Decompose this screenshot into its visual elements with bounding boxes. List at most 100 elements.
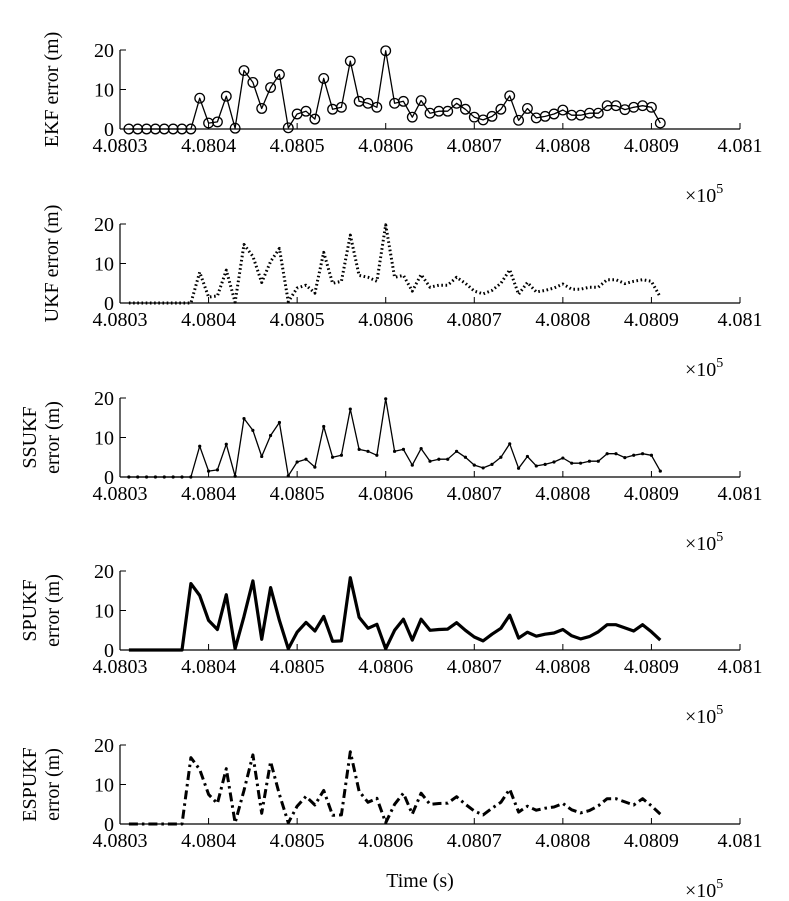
ssukf-panel-x-tick-label-5: 4.0808 [535,483,590,505]
ssukf-panel-point-40 [481,466,485,470]
ssukf-panel-point-54 [605,452,609,456]
espukf-panel-x-tick-label-2: 4.0805 [270,830,325,852]
ekf-panel-x-tick-label-5: 4.0808 [535,135,590,157]
spukf-panel-y-label-0: SPUKF [19,579,41,641]
ssukf-panel-x-tick-label-2: 4.0805 [270,483,325,505]
spukf-panel-y-label-1: error (m) [42,574,64,647]
ekf-panel-point-43 [504,90,516,102]
ssukf-panel-point-25 [348,407,352,411]
ekf-panel-point-49 [557,104,569,116]
ssukf-panel-point-46 [534,464,538,468]
ssukf-panel-x-multiplier: ×105 [685,530,723,555]
spukf-panel-y-tick-label-1: 10 [94,601,114,623]
ekf-panel-x-multiplier: ×105 [685,182,723,207]
ekf-panel-point-37 [451,97,463,109]
ukf-panel-x-tick-label-7: 4.081 [718,309,763,331]
espukf-panel-y-label-0: ESPUKF [19,747,41,821]
ssukf-panel-point-27 [366,449,370,453]
ssukf-panel-point-49 [561,456,565,460]
ssukf-panel-point-33 [419,446,423,451]
ekf-panel-x-tick-label-1: 4.0804 [181,135,236,157]
ssukf-panel-point-13 [242,416,246,421]
ekf-panel-point-25 [344,55,356,67]
ukf-panel-x-multiplier: ×105 [685,356,723,381]
spukf-panel-y-tick-label-2: 20 [94,561,114,583]
ekf-panel-point-3 [149,123,161,135]
ssukf-panel-x-tick-label-4: 4.0807 [447,483,502,505]
ekf-panel-point-15 [256,103,268,114]
ekf-panel-point-4 [158,123,170,135]
ssukf-panel-point-36 [446,457,450,461]
spukf-panel-x-tick-label-6: 4.0809 [624,656,679,678]
ssukf-panel-point-3 [153,475,158,479]
ukf-panel: 0 10 20 4.0803 4.0804 4.0805 4.0806 4.0807 4.080… [41,205,763,381]
ssukf-panel-point-1 [136,475,140,479]
ssukf-panel-point-44 [516,466,521,470]
ssukf-panel-point-4 [162,475,166,479]
ekf-panel-point-2 [141,123,153,135]
ssukf-panel: 0 10 20 4.0803 4.0804 4.0805 4.0806 4.0807 4.080… [19,388,763,555]
ssukf-panel-point-0 [127,475,131,479]
ekf-panel-point-52 [583,107,595,119]
ssukf-panel-point-17 [277,420,282,425]
ssukf-panel-point-52 [587,459,592,463]
spukf-panel: 0 10 20 4.0803 4.0804 4.0805 4.0806 4.0807 4.080… [19,561,763,728]
ekf-panel-point-22 [318,72,330,84]
ekf-panel-x-tick-label-4: 4.0807 [447,135,502,157]
ekf-panel-point-12 [229,122,241,134]
ssukf-panel-point-26 [357,447,361,451]
ssukf-panel-point-24 [339,453,344,457]
ssukf-panel-point-43 [508,442,512,446]
espukf-panel-x-tick-label-5: 4.0808 [535,830,590,852]
ssukf-panel-point-20 [304,457,308,461]
spukf-panel-x-multiplier: ×105 [685,703,723,728]
ssukf-panel-y-tick-label-2: 20 [94,388,114,410]
ukf-panel-x-tick-label-1: 4.0804 [181,309,236,331]
ekf-panel-y-label-0: EKF error (m) [41,32,63,148]
ekf-panel-point-24 [335,101,347,113]
spukf-panel-x-tick-label-5: 4.0808 [535,656,590,678]
ekf-panel-point-60 [654,117,666,129]
ekf-panel-point-36 [442,105,454,117]
ekf-panel-point-44 [513,114,525,126]
ekf-panel-point-45 [521,103,533,114]
x-axis-label: Time (s) [386,870,454,892]
spukf-panel-series-line-0 [128,576,662,652]
ssukf-panel-point-2 [144,475,149,479]
ekf-panel-point-18 [282,122,294,134]
ekf-panel-point-16 [265,82,277,93]
ekf-panel-point-32 [406,111,418,123]
ssukf-panel-point-39 [472,463,476,467]
ssukf-panel-point-5 [171,475,175,479]
ssukf-panel-point-23 [330,455,335,459]
spukf-panel-x-tick-label-4: 4.0807 [447,656,502,678]
spukf-panel-x-tick-label-0: 4.0803 [93,656,148,678]
ekf-panel-point-10 [211,116,223,128]
ssukf-panel-point-51 [578,461,583,465]
ssukf-panel-point-59 [649,453,654,457]
ukf-panel-x-tick-label-5: 4.0808 [535,309,590,331]
ssukf-panel-point-18 [286,474,290,478]
ekf-panel-x-tick-label-2: 4.0805 [270,135,325,157]
ssukf-panel-point-7 [189,475,193,479]
ssukf-panel-point-12 [233,474,237,478]
ekf-panel-series-line-0 [128,50,661,130]
espukf-panel: 0 10 20 4.0803 4.0804 4.0805 4.0806 4.0807 4.080… [19,735,763,901]
spukf-panel-x-tick-label-7: 4.081 [718,656,763,678]
ukf-panel-y-tick-label-0: 0 [104,293,114,315]
ekf-panel-point-5 [167,123,179,135]
ekf-panel-point-8 [194,92,206,104]
ekf-panel-point-29 [380,45,392,57]
ekf-panel-point-17 [273,69,285,80]
ekf-panel-point-6 [176,123,188,135]
spukf-panel-y-tick-label-0: 0 [104,640,114,662]
espukf-panel-x-tick-label-7: 4.081 [718,830,763,852]
ekf-panel-point-42 [495,103,507,115]
ssukf-panel-point-53 [596,459,600,463]
ssukf-panel-point-16 [268,433,273,438]
ssukf-panel-series-line-0 [128,398,661,478]
ukf-panel-x-tick-label-0: 4.0803 [93,309,148,331]
ssukf-panel-point-22 [322,424,326,429]
ssukf-panel-point-42 [499,455,503,459]
ukf-panel-x-tick-label-2: 4.0805 [270,309,325,331]
